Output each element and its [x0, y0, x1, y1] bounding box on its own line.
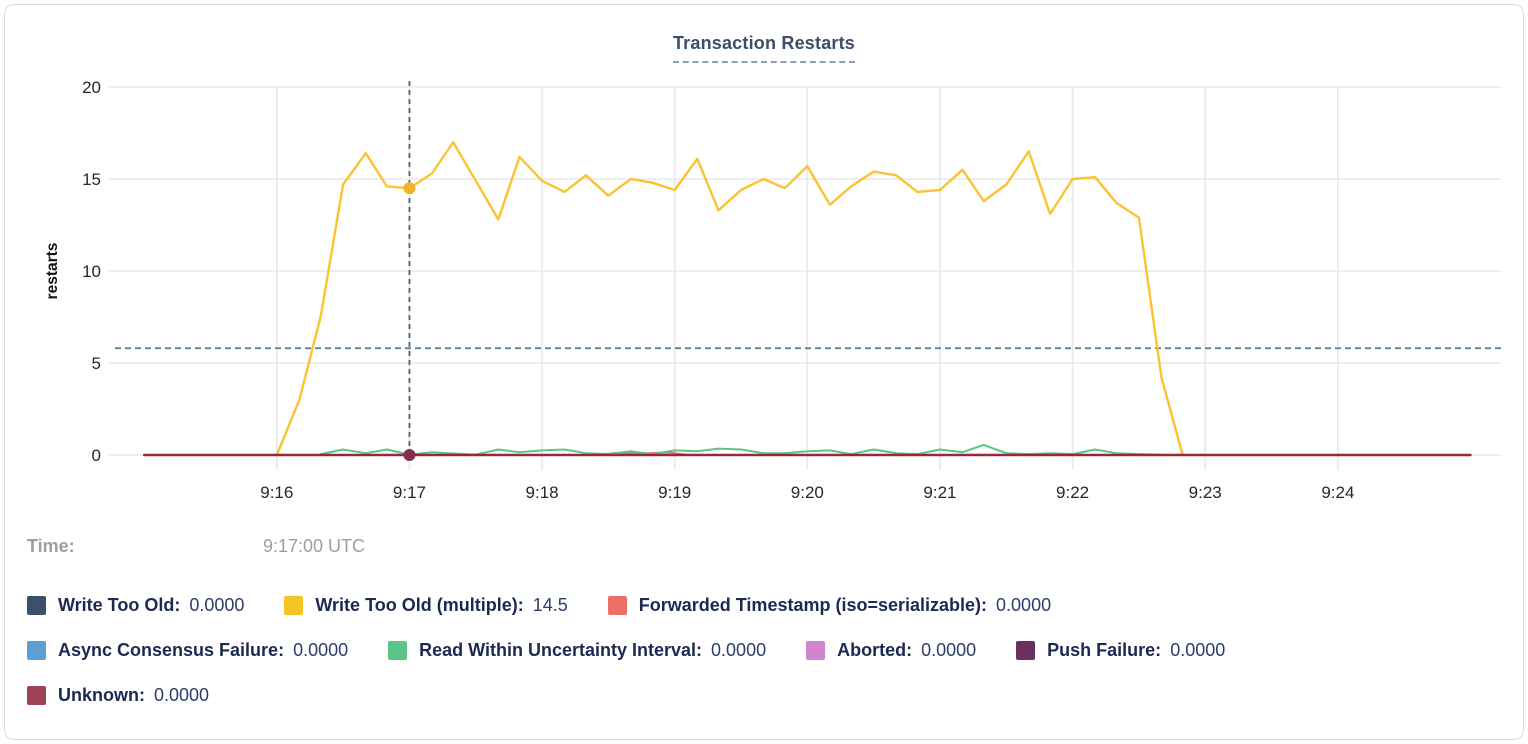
- series-line-write-too-old-multiple: [275, 140, 1184, 457]
- legend-value: 0.0000: [711, 640, 767, 660]
- legend-value: 0.0000: [996, 595, 1052, 615]
- legend-label: Write Too Old:: [58, 595, 181, 615]
- legend-row: Async Consensus Failure: 0.0000 Read Withi…: [27, 640, 1507, 661]
- x-tick-label: 9:17: [393, 483, 426, 502]
- legend-value: 0.0000: [1170, 640, 1226, 660]
- legend-swatch: [806, 641, 826, 660]
- x-tick-label: 9:21: [923, 483, 956, 502]
- y-tick-label: 0: [92, 446, 101, 465]
- legend-label: Push Failure:: [1047, 640, 1162, 660]
- legend-item-aborted[interactable]: Aborted: 0.0000: [806, 640, 976, 661]
- chart-card: Transaction Restarts 0 5 10 15 20 9:16 9:17 9:1…: [4, 4, 1524, 740]
- y-axis-label: restarts: [44, 243, 61, 300]
- x-tick-label: 9:16: [260, 483, 293, 502]
- legend-item-read-within-uncertainty-interval[interactable]: Read Within Uncertainty Interval: 0.0000: [388, 640, 766, 661]
- x-tick-label: 9:23: [1189, 483, 1222, 502]
- legend-swatch: [27, 686, 46, 705]
- legend-swatch: [388, 641, 408, 660]
- x-tick-label: 9:24: [1321, 483, 1354, 502]
- legend-item-push-failure[interactable]: Push Failure: 0.0000: [1016, 640, 1225, 661]
- legend-value: 0.0000: [293, 640, 349, 660]
- chart-title-wrap: Transaction Restarts: [5, 33, 1523, 63]
- legend-swatch: [284, 596, 304, 615]
- legend-value: 14.5: [532, 595, 568, 615]
- x-tick-label: 9:19: [658, 483, 691, 502]
- legend: Write Too Old: 0.0000 Write Too Old (multi…: [27, 595, 1507, 730]
- legend-row: Unknown: 0.0000: [27, 685, 1507, 706]
- hover-dot-unknown: [403, 449, 416, 461]
- legend-row: Write Too Old: 0.0000 Write Too Old (multi…: [27, 595, 1507, 616]
- time-label: Time:: [27, 536, 75, 556]
- legend-label: Aborted:: [837, 640, 913, 660]
- legend-item-forwarded-timestamp-iso-serializable[interactable]: Forwarded Timestamp (iso=serializable): 0…: [607, 595, 1052, 616]
- y-tick-label: 20: [82, 78, 101, 97]
- legend-swatch: [27, 596, 46, 615]
- legend-value: 0.0000: [189, 595, 245, 615]
- legend-item-write-too-old[interactable]: Write Too Old: 0.0000: [27, 595, 244, 616]
- hover-dot-write-too-old-multiple: [403, 182, 416, 195]
- y-tick-label: 10: [82, 262, 101, 281]
- series-line-read-within-uncertainty-interval: [319, 443, 1163, 456]
- legend-label: Read Within Uncertainty Interval:: [419, 640, 703, 660]
- x-tick-label: 9:22: [1056, 483, 1089, 502]
- legend-swatch: [27, 641, 46, 660]
- y-tick-label: 5: [92, 354, 101, 373]
- legend-value: 0.0000: [921, 640, 977, 660]
- legend-item-async-consensus-failure[interactable]: Async Consensus Failure: 0.0000: [27, 640, 348, 661]
- x-tick-label: 9:18: [526, 483, 559, 502]
- time-value: 9:17:00 UTC: [263, 536, 366, 556]
- y-tick-label: 15: [82, 170, 101, 189]
- hover-time-readout: Time: 9:17:00 UTC: [27, 536, 365, 557]
- legend-label: Unknown:: [58, 685, 145, 705]
- legend-item-write-too-old-multiple[interactable]: Write Too Old (multiple): 14.5: [284, 595, 568, 616]
- legend-item-unknown[interactable]: Unknown: 0.0000: [27, 685, 209, 706]
- transaction-restarts-chart[interactable]: 0 5 10 15 20 9:16 9:17 9:18 9:19 9:20 9:21 9:22 9:23…: [5, 5, 1524, 525]
- chart-title[interactable]: Transaction Restarts: [672, 33, 856, 63]
- legend-value: 0.0000: [154, 685, 210, 705]
- legend-label: Forwarded Timestamp (iso=serializable):: [638, 595, 988, 615]
- legend-swatch: [607, 596, 627, 615]
- x-tick-label: 9:20: [791, 483, 824, 502]
- legend-label: Write Too Old (multiple):: [315, 595, 524, 615]
- legend-swatch: [1016, 641, 1036, 660]
- legend-label: Async Consensus Failure:: [58, 640, 285, 660]
